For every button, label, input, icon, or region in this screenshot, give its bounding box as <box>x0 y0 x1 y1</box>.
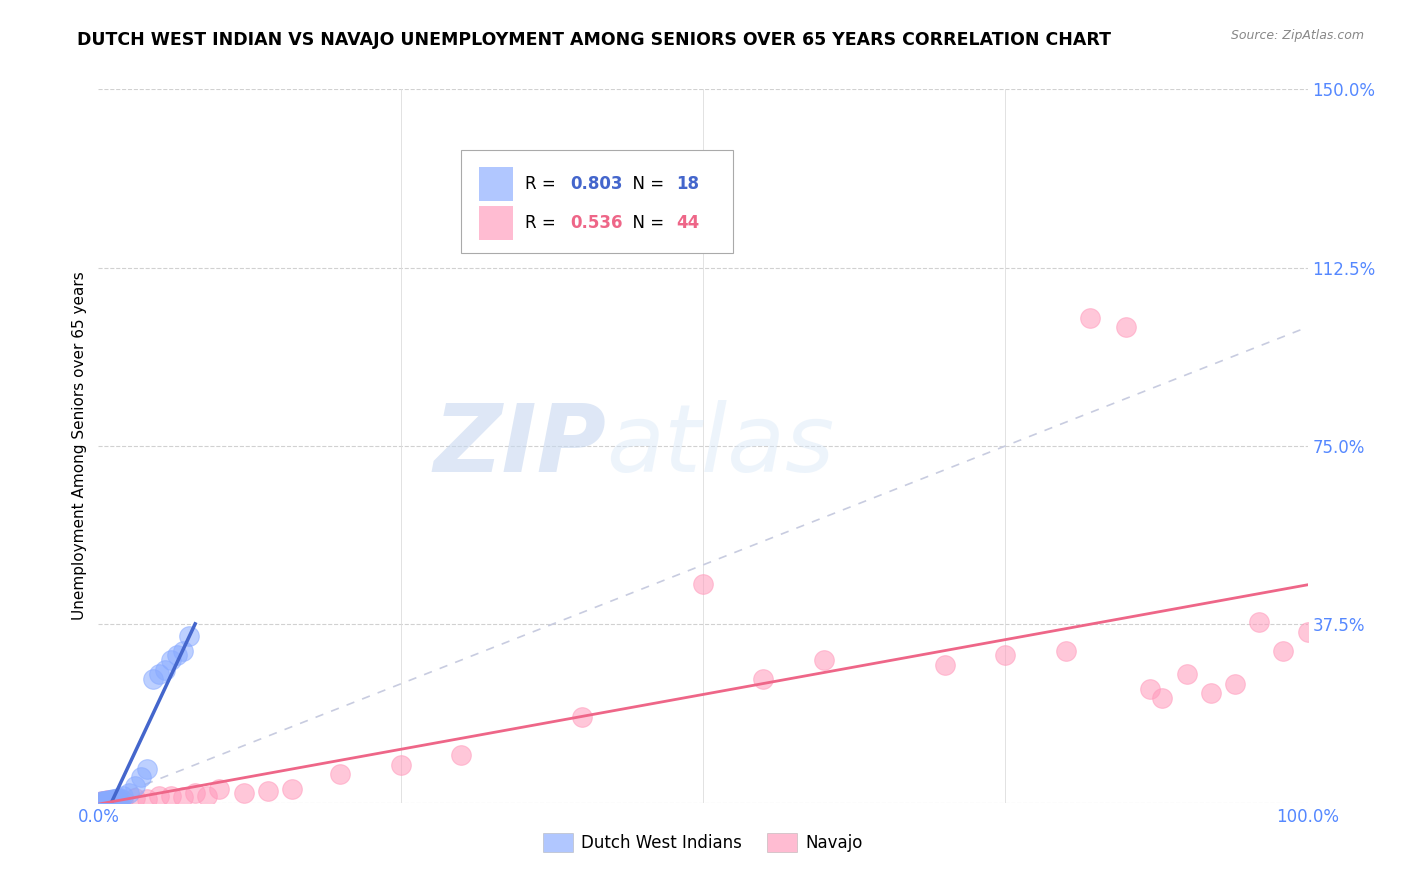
Point <box>100 793 122 807</box>
Point <box>93 794 115 808</box>
Legend: Dutch West Indians, Navajo: Dutch West Indians, Navajo <box>536 826 870 859</box>
Point <box>104 792 127 806</box>
Point <box>184 786 207 800</box>
Point <box>118 786 141 800</box>
Point <box>104 793 127 807</box>
Point <box>124 791 146 805</box>
Point <box>1223 677 1246 691</box>
Point <box>135 763 157 777</box>
Point <box>94 794 117 808</box>
Point <box>1175 667 1198 681</box>
Point <box>96 793 118 807</box>
Point <box>135 792 157 806</box>
Point <box>1199 686 1222 700</box>
Point <box>1152 691 1174 706</box>
Point <box>91 794 114 808</box>
Point <box>813 653 835 667</box>
Point <box>107 791 129 805</box>
Text: 44: 44 <box>676 214 700 232</box>
Point <box>1296 624 1319 639</box>
Point <box>93 794 115 808</box>
Point <box>101 792 124 806</box>
Point <box>281 781 304 796</box>
Point <box>108 791 131 805</box>
Point <box>129 770 152 784</box>
Point <box>111 789 134 803</box>
Point <box>107 793 129 807</box>
Point <box>90 795 112 809</box>
Text: ZIP: ZIP <box>433 400 606 492</box>
Point <box>1139 681 1161 696</box>
Point <box>1078 310 1101 325</box>
Point <box>160 653 183 667</box>
Point <box>1272 643 1295 657</box>
Point <box>111 793 134 807</box>
Text: DUTCH WEST INDIAN VS NAVAJO UNEMPLOYMENT AMONG SENIORS OVER 65 YEARS CORRELATION: DUTCH WEST INDIAN VS NAVAJO UNEMPLOYMENT… <box>77 31 1111 49</box>
Point <box>101 794 124 808</box>
Point <box>934 657 956 672</box>
Point <box>148 789 170 803</box>
Text: Source: ZipAtlas.com: Source: ZipAtlas.com <box>1230 29 1364 42</box>
Text: 0.536: 0.536 <box>569 214 623 232</box>
Point <box>96 794 118 808</box>
FancyBboxPatch shape <box>479 206 513 240</box>
Point <box>108 791 131 805</box>
Point <box>100 793 122 807</box>
Point <box>994 648 1017 663</box>
Point <box>98 794 121 808</box>
Text: R =: R = <box>526 214 561 232</box>
Point <box>108 794 131 808</box>
Point <box>1054 643 1077 657</box>
Point <box>1115 320 1137 334</box>
Point <box>87 795 110 809</box>
Y-axis label: Unemployment Among Seniors over 65 years: Unemployment Among Seniors over 65 years <box>72 272 87 620</box>
Point <box>91 794 114 808</box>
Point <box>100 793 122 807</box>
Point <box>256 784 278 798</box>
Point <box>195 789 218 803</box>
Text: 18: 18 <box>676 175 699 194</box>
Text: 0.803: 0.803 <box>569 175 623 194</box>
Text: N =: N = <box>621 214 669 232</box>
Text: atlas: atlas <box>606 401 835 491</box>
Point <box>389 757 412 772</box>
Point <box>153 663 176 677</box>
Point <box>97 794 120 808</box>
Text: N =: N = <box>621 175 669 194</box>
Point <box>752 672 775 686</box>
Point <box>571 710 593 724</box>
FancyBboxPatch shape <box>479 167 513 202</box>
Point <box>208 781 231 796</box>
Point <box>148 667 170 681</box>
Point <box>172 790 194 805</box>
Point <box>1249 615 1271 629</box>
Point <box>329 767 352 781</box>
Point <box>160 789 183 804</box>
Point <box>105 792 128 806</box>
Point <box>166 648 188 663</box>
Point <box>142 672 165 686</box>
Point <box>94 794 117 808</box>
Point <box>172 643 194 657</box>
Point <box>124 779 146 793</box>
Point <box>232 786 254 800</box>
Point <box>692 577 714 591</box>
FancyBboxPatch shape <box>461 150 734 253</box>
Point <box>98 794 121 808</box>
Point <box>450 748 472 763</box>
Point <box>103 793 125 807</box>
Text: R =: R = <box>526 175 561 194</box>
Point <box>97 793 120 807</box>
Point <box>179 629 201 643</box>
